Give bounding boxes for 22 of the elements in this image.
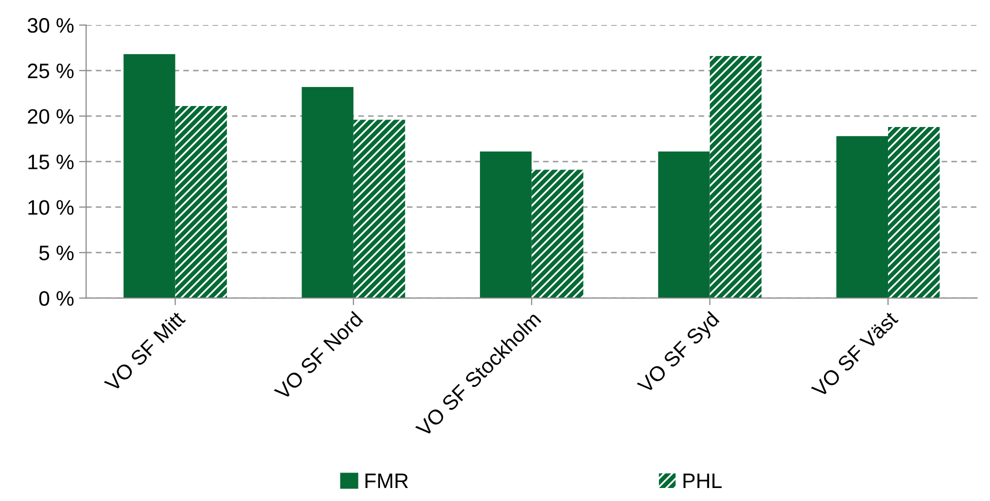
bar [658, 152, 710, 298]
legend-label: FMR [366, 474, 408, 488]
y-tick-label: 0 % [39, 291, 74, 306]
legend-label: PHL [684, 474, 722, 488]
y-tick-label: 30 % [28, 18, 74, 33]
bar [480, 152, 532, 298]
y-tick-label: 25 % [28, 64, 74, 78]
bar [353, 120, 406, 298]
y-tick-label: 15 % [28, 154, 74, 170]
bar [124, 54, 176, 298]
y-tick-label: 10 % [28, 200, 74, 215]
x-tick-label: VO SF Mitt [103, 310, 186, 393]
bar [175, 106, 227, 298]
bar [836, 136, 888, 298]
y-tick-label: 20 % [28, 109, 74, 124]
bar [710, 56, 762, 298]
y-tick-label: 5 % [39, 246, 74, 260]
x-tick-label: VO SF Väst [810, 310, 899, 398]
bar [888, 126, 940, 298]
bar [532, 170, 584, 298]
x-tick-label: VO SF Syd [636, 310, 723, 398]
bar [302, 86, 354, 298]
